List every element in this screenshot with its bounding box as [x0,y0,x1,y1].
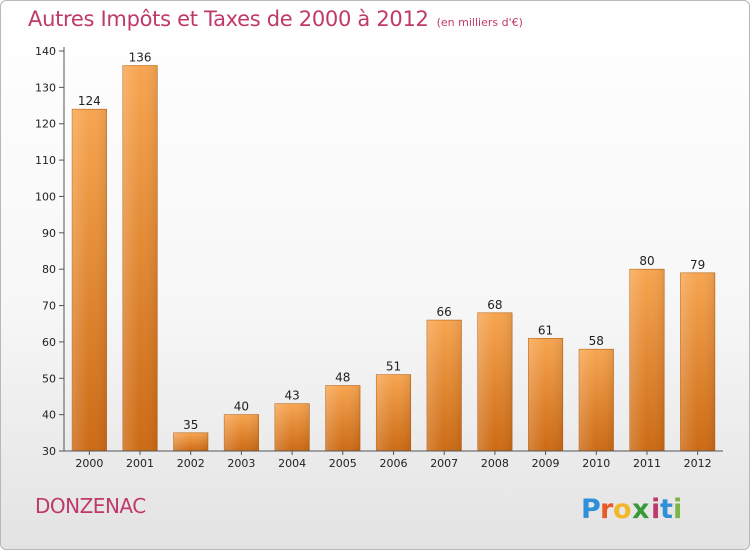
value-label-2008: 68 [487,298,502,312]
x-tick-label-2006: 2006 [380,457,408,470]
value-label-2011: 80 [639,254,654,268]
x-tick-label-2008: 2008 [481,457,509,470]
svg-text:i: i [651,494,660,525]
y-tick-label: 140 [35,45,56,58]
bar-shine-2001 [122,65,158,451]
y-tick-label: 100 [35,190,56,203]
x-tick-label-2009: 2009 [532,457,560,470]
value-label-2012: 79 [690,258,705,272]
y-tick-label: 30 [42,445,56,458]
bar-shine-2008 [477,312,513,451]
x-tick-label-2011: 2011 [633,457,661,470]
svg-text:t: t [660,494,673,525]
bar-shine-2003 [224,414,259,451]
svg-text:o: o [613,494,632,525]
bar-shine-2005 [325,385,361,451]
bar-shine-2007 [426,320,462,451]
value-label-2010: 58 [589,334,604,348]
chart-title-text: Autres Impôts et Taxes de 2000 à 2012 [28,7,429,31]
bars: 124 136 35 40 43 48 51 66 68 61 58 80 79 [71,51,716,452]
svg-text:x: x [632,494,649,525]
x-tick-label-2004: 2004 [278,457,306,470]
y-axis: 30 40 50 60 70 80 90 100 110 120 130 140 [35,45,65,458]
bar-shine-2009 [528,338,563,451]
svg-text:P: P [581,494,601,525]
x-tick-label-2005: 2005 [329,457,357,470]
x-tick-label-2002: 2002 [177,457,205,470]
value-label-2002: 35 [183,418,198,432]
bar-shine-2002 [173,432,208,451]
y-tick-label: 80 [42,263,56,276]
y-tick-label: 110 [35,154,56,167]
y-tick-label: 120 [35,118,56,131]
chart-subtitle: (en milliers d'€) [436,16,523,29]
x-tick-label-2010: 2010 [582,457,610,470]
x-tick-label-2012: 2012 [684,457,712,470]
y-tick-label: 130 [35,81,56,94]
commune-name: DONZENAC [35,494,146,518]
value-label-2000: 124 [78,94,101,108]
bar-shine-2006 [376,374,411,451]
x-tick-label-2003: 2003 [227,457,255,470]
svg-text:i: i [673,494,682,525]
value-label-2003: 40 [234,400,249,414]
y-tick-label: 70 [42,300,56,313]
x-tick-label-2001: 2001 [126,457,154,470]
bar-shine-2012 [680,272,715,451]
logo-letters: P r o x i t i [581,494,682,525]
value-label-2005: 48 [335,371,350,385]
value-label-2006: 51 [386,360,401,374]
y-tick-label: 60 [42,336,56,349]
value-label-2009: 61 [538,323,553,337]
y-tick-label: 90 [42,227,56,240]
proxiti-logo: P r o x i t i [581,494,682,525]
x-tick-label-2007: 2007 [430,457,458,470]
bar-shine-2004 [274,403,310,451]
svg-text:r: r [600,494,614,525]
chart-title: Autres Impôts et Taxes de 2000 à 2012 (en… [28,7,523,31]
bar-shine-2010 [579,349,614,451]
bar-shine-2011 [629,269,665,451]
value-label-2004: 43 [284,389,299,403]
x-axis: 2000 2001 2002 2003 2004 2005 2006 2007 2008 2009… [64,450,723,470]
value-label-2001: 136 [129,51,152,65]
value-label-2007: 66 [437,305,452,319]
x-tick-label-2000: 2000 [75,457,103,470]
y-tick-label: 50 [42,372,56,385]
bar-shine-2000 [72,109,107,451]
y-tick-label: 40 [42,409,56,422]
